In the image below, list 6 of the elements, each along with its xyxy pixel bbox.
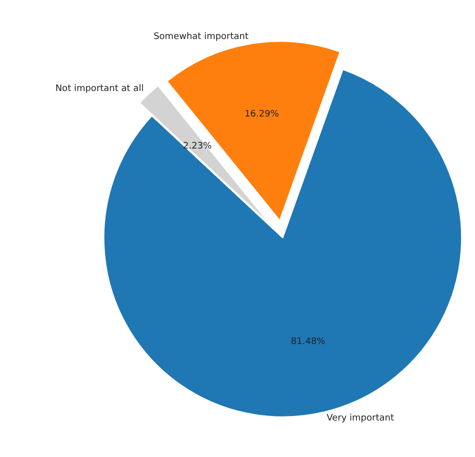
data-label: 2.23%: [183, 141, 212, 152]
data-label: 81.48%: [290, 337, 326, 348]
data-label: 16.29%: [244, 110, 280, 120]
slice-label: Somewhat important: [154, 32, 250, 42]
slice-label: Not important at all: [55, 84, 144, 94]
slice-label: Very important: [326, 414, 394, 424]
